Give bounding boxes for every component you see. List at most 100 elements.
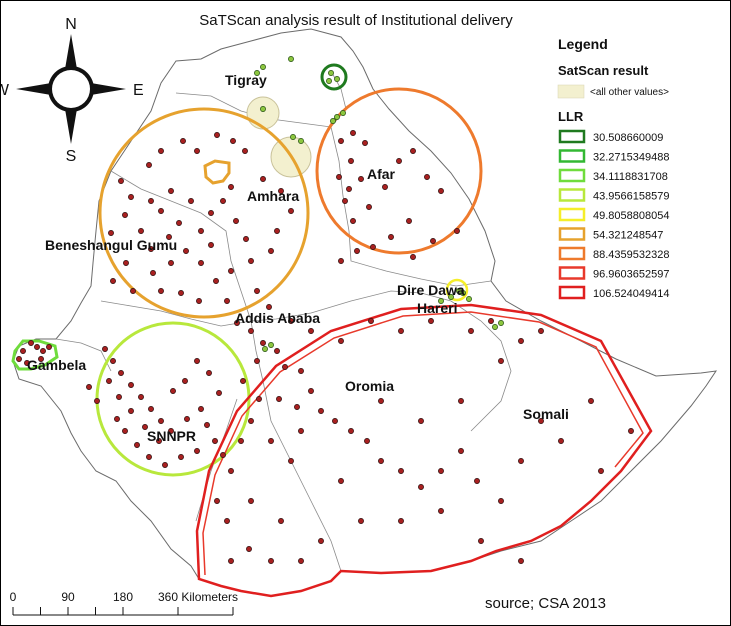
delivery-point (184, 416, 190, 422)
legend-llr-swatch (558, 285, 586, 300)
delivery-point (336, 174, 342, 180)
legend-llr-value: 30.508660009 (593, 132, 663, 144)
cluster-ring-afar (315, 87, 483, 255)
delivery-point (178, 290, 184, 296)
delivery-point (288, 208, 294, 214)
delivery-point (38, 356, 44, 362)
delivery-point (358, 518, 364, 524)
legend-llr-swatch (558, 188, 586, 202)
legend: Legend SatScan result <all other values>… (557, 36, 669, 300)
delivery-point (194, 148, 200, 154)
region-label-afar: Afar (367, 166, 396, 182)
delivery-point (243, 236, 249, 242)
delivery-point (350, 218, 356, 224)
cluster-ring-dark-green (320, 63, 348, 91)
delivery-point (256, 396, 262, 402)
delivery-point (418, 484, 424, 490)
delivery-point (378, 398, 384, 404)
compass-label-north: N (65, 16, 77, 33)
delivery-point (424, 174, 430, 180)
other-cluster-circle (246, 96, 280, 130)
delivery-point (168, 428, 174, 434)
cluster-point (328, 70, 334, 76)
legend-llr-value: 32.2715349488 (593, 152, 669, 164)
compass-north-arrow-icon (64, 34, 78, 75)
cluster-point (298, 138, 304, 144)
delivery-point (318, 538, 324, 544)
region-label-gambela: Gambela (27, 357, 86, 373)
cluster-point (340, 110, 346, 116)
delivery-point (538, 328, 544, 334)
delivery-point (94, 398, 100, 404)
delivery-point (214, 132, 220, 138)
delivery-point (194, 358, 200, 364)
delivery-point (158, 208, 164, 214)
delivery-point (308, 388, 314, 394)
delivery-point (176, 220, 182, 226)
delivery-point (138, 228, 144, 234)
compass-west-arrow-icon (16, 82, 57, 96)
delivery-point (46, 344, 52, 350)
delivery-point (438, 468, 444, 474)
regional-boundaries (55, 70, 512, 572)
map-title: SaTScan analysis result of Institutional… (199, 12, 513, 29)
scale-label-180: 180 (113, 590, 133, 604)
country-outline (12, 28, 718, 597)
scale-label-0: 0 (10, 590, 17, 604)
legend-llr-value: 88.4359532328 (593, 249, 669, 261)
delivery-point (228, 468, 234, 474)
delivery-point (158, 418, 164, 424)
delivery-point (248, 418, 254, 424)
delivery-point (268, 558, 274, 564)
delivery-point (128, 194, 134, 200)
legend-llr-swatch (558, 246, 586, 261)
delivery-point (406, 218, 412, 224)
delivery-point (128, 408, 134, 414)
delivery-point (220, 198, 226, 204)
legend-llr-value: 34.1118831708 (593, 171, 668, 183)
delivery-point (242, 148, 248, 154)
delivery-point (398, 328, 404, 334)
delivery-point (208, 210, 214, 216)
delivery-point (28, 340, 34, 346)
delivery-point (418, 418, 424, 424)
delivery-point (498, 358, 504, 364)
scale-label-360: 360 Kilometers (158, 590, 238, 604)
delivery-point (24, 360, 30, 366)
delivery-point (224, 518, 230, 524)
cluster-ring-oromia-inner (202, 311, 644, 576)
delivery-point (170, 388, 176, 394)
delivery-point (366, 204, 372, 210)
delivery-point (488, 318, 494, 324)
delivery-point (338, 138, 344, 144)
delivery-point (318, 408, 324, 414)
delivery-point (183, 248, 189, 254)
delivery-point (346, 186, 352, 192)
compass-label-south: S (66, 148, 77, 165)
delivery-point (213, 278, 219, 284)
delivery-point (146, 162, 152, 168)
cluster-point (438, 298, 444, 304)
cluster-point (288, 56, 294, 62)
delivery-point (224, 298, 230, 304)
delivery-point (354, 248, 360, 254)
delivery-point (148, 198, 154, 204)
delivery-point (298, 558, 304, 564)
compass-ring-inner (52, 70, 90, 108)
delivery-point (106, 378, 112, 384)
delivery-point (196, 298, 202, 304)
delivery-point (198, 260, 204, 266)
legend-other-swatch (557, 84, 585, 99)
region-label-somali: Somali (523, 406, 569, 422)
delivery-point (388, 234, 394, 240)
cluster-point (456, 288, 462, 294)
delivery-point (248, 328, 254, 334)
scale-bar-ticks (12, 607, 234, 615)
delivery-point (198, 228, 204, 234)
delivery-point (110, 358, 116, 364)
cluster-point (466, 296, 472, 302)
delivery-point (276, 396, 282, 402)
delivery-point (228, 268, 234, 274)
delivery-point (274, 228, 280, 234)
